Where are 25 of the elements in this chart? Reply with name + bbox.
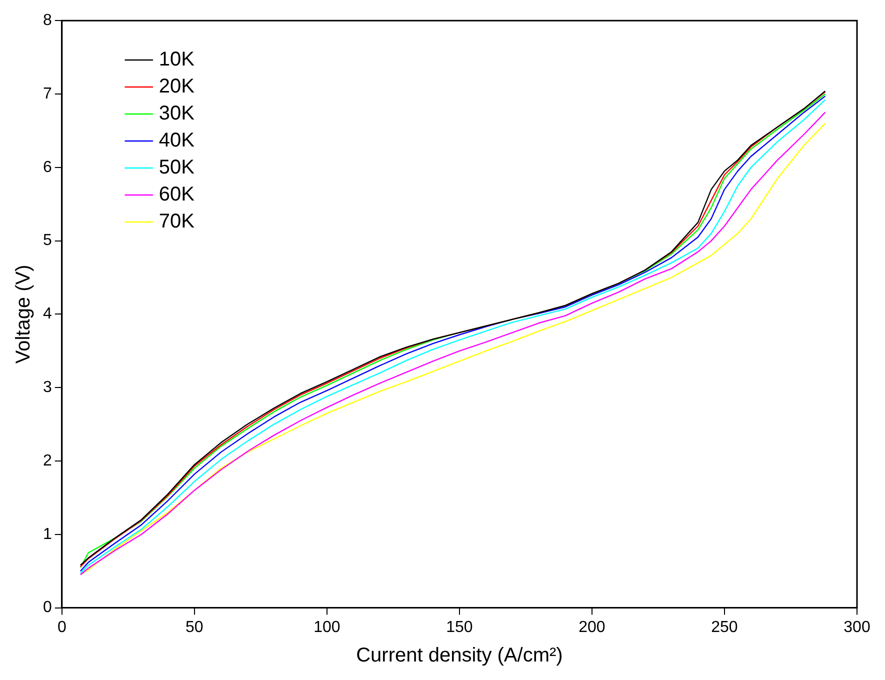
y-axis-title: Voltage (V) <box>12 264 35 364</box>
y-tick-label: 8 <box>42 12 52 30</box>
y-tick-label: 5 <box>42 232 52 250</box>
x-tick-label: 100 <box>314 618 340 636</box>
legend-label: 10K <box>158 48 196 71</box>
y-tick-label: 3 <box>42 379 52 396</box>
legend-label: 20K <box>158 76 196 98</box>
x-tick-label: 0 <box>57 618 66 636</box>
legend-label: 40K <box>158 130 196 152</box>
y-tick-label: 0 <box>42 599 52 616</box>
x-tick-label: 50 <box>186 618 204 636</box>
x-axis-title: Current density (A/cm²) <box>356 644 563 667</box>
x-tick-label: 200 <box>578 618 606 636</box>
legend-label: 60K <box>158 184 196 206</box>
y-tick-label: 7 <box>42 85 52 102</box>
legend-label: 70K <box>158 210 196 233</box>
legend-label: 30K <box>158 102 196 125</box>
y-tick-label: 4 <box>42 306 52 323</box>
x-tick-label: 300 <box>844 618 870 636</box>
y-tick-label: 6 <box>42 158 52 176</box>
x-tick-label: 250 <box>711 618 738 636</box>
x-tick-label: 150 <box>446 618 473 636</box>
y-tick-label: 2 <box>42 452 52 470</box>
y-tick-label: 1 <box>42 526 52 543</box>
legend-label: 50K <box>158 156 196 179</box>
